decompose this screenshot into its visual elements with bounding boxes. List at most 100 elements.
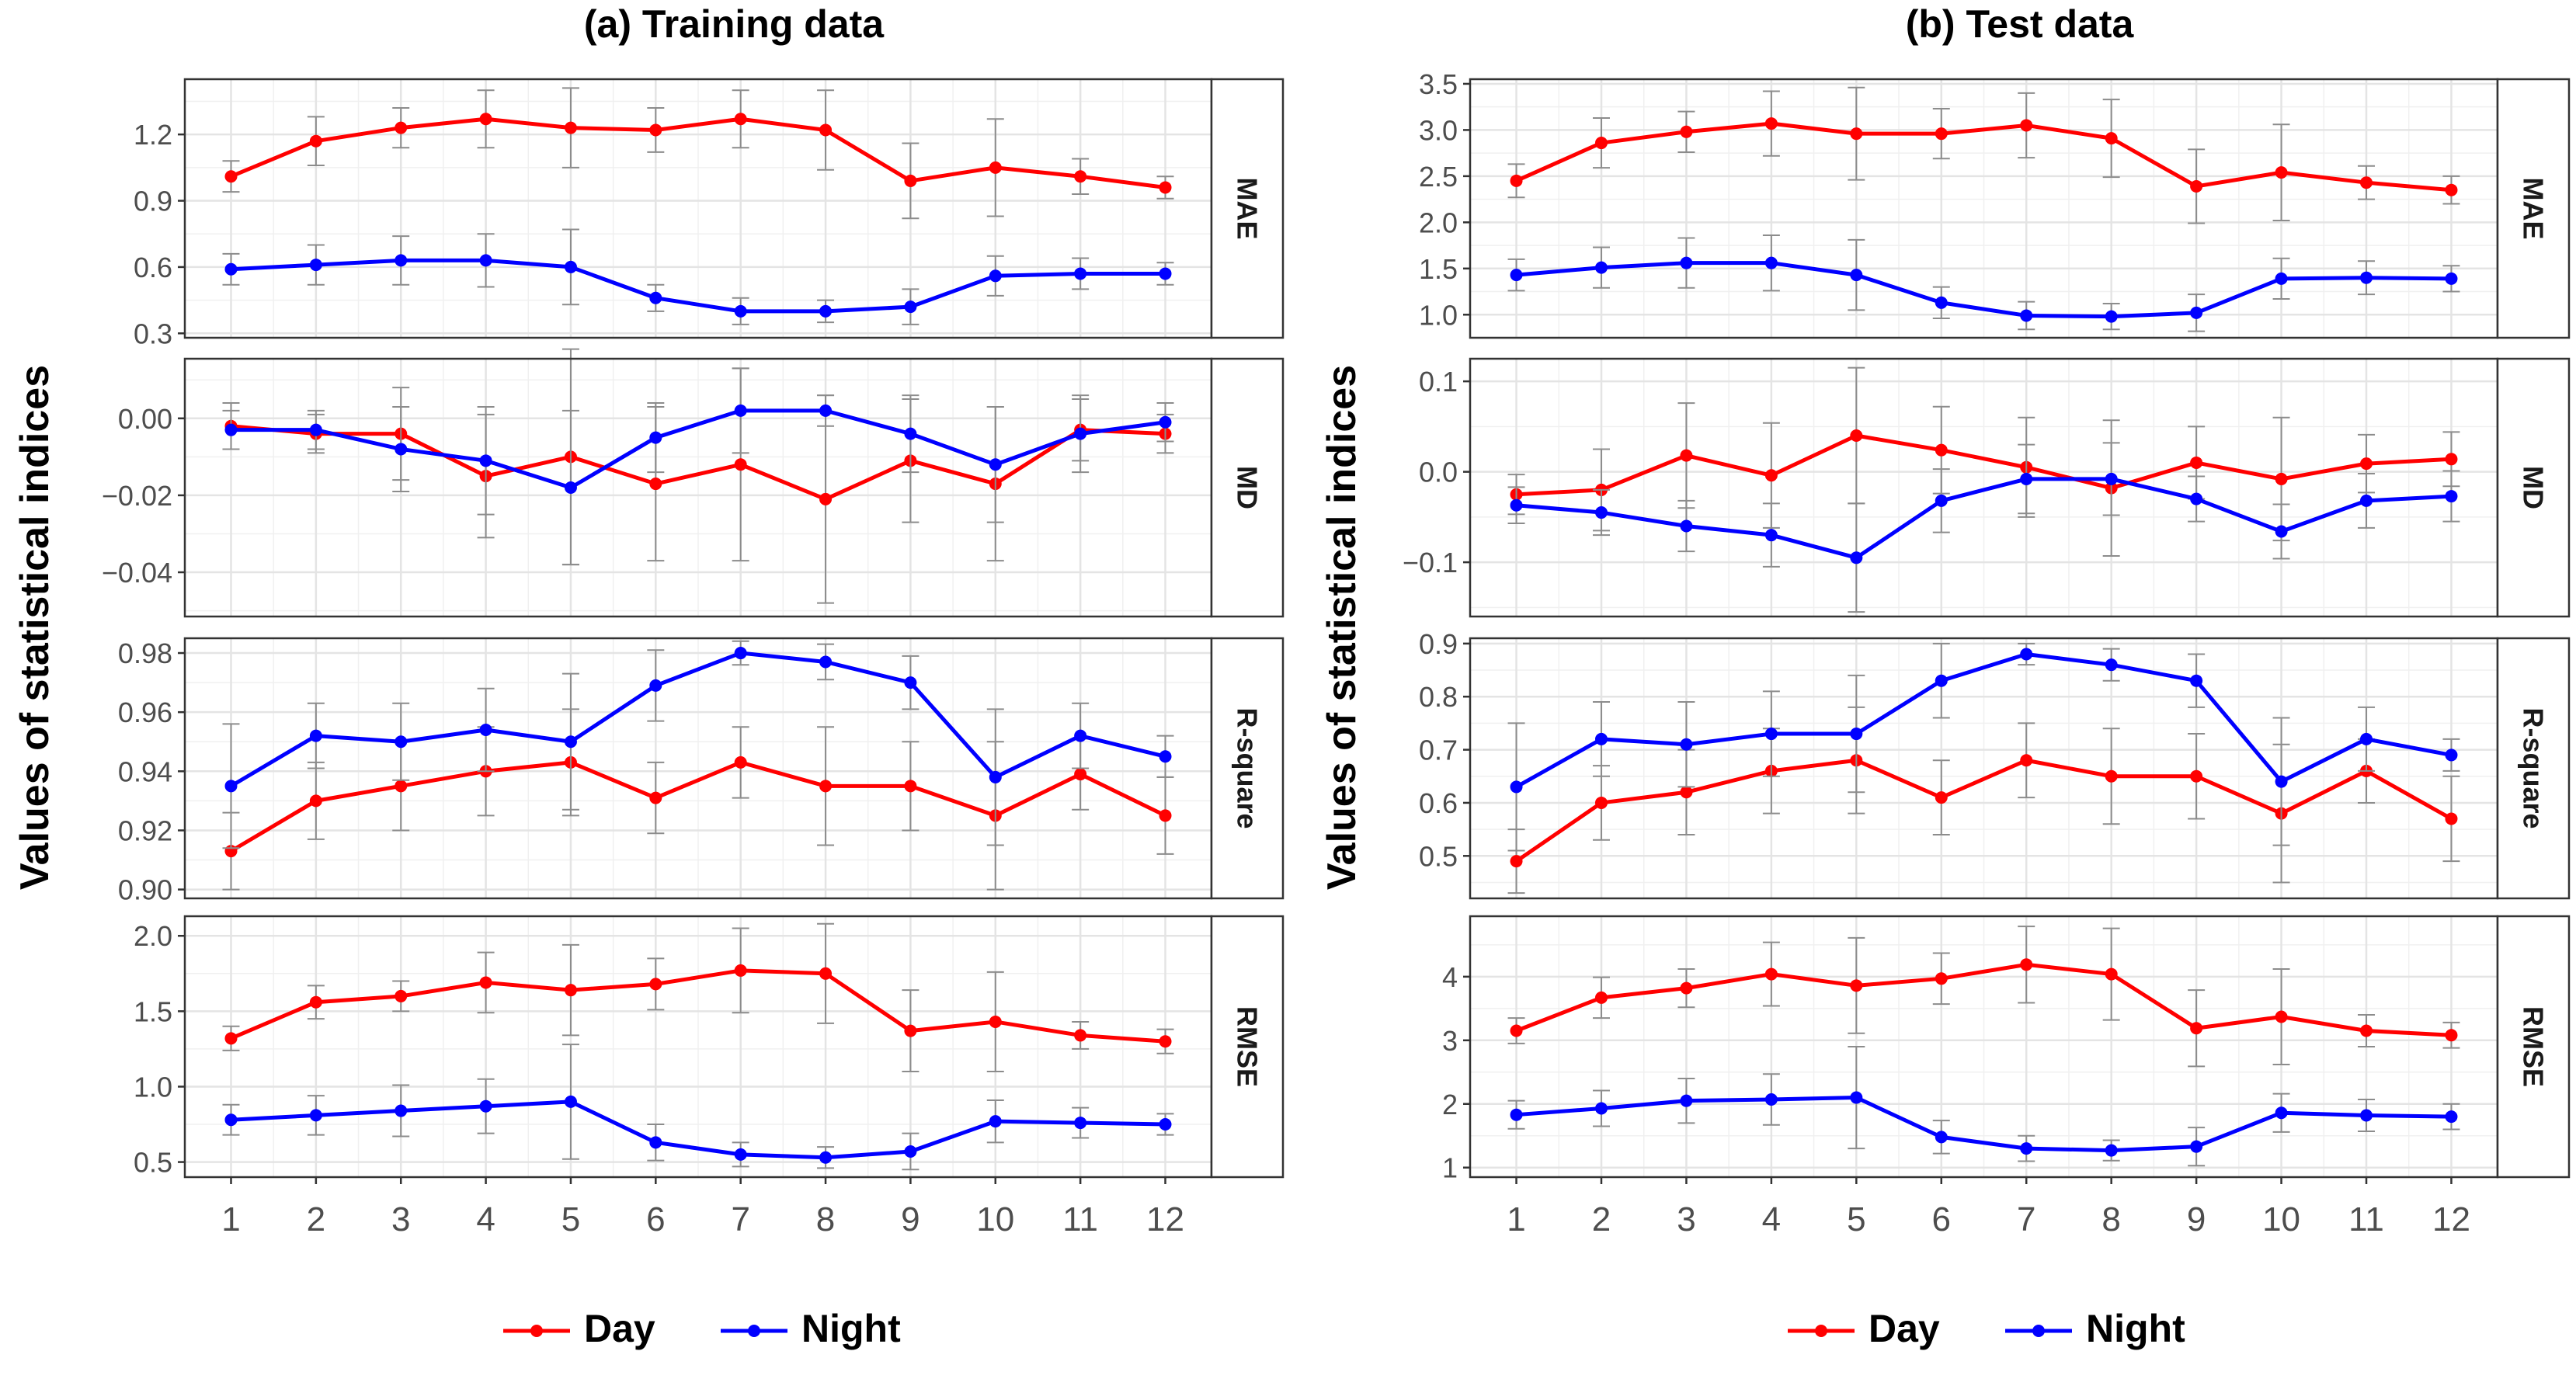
series-line — [231, 424, 1166, 502]
y-tick-label: 3.0 — [1419, 114, 1458, 146]
data-point — [224, 780, 238, 793]
series-line — [1515, 758, 2453, 863]
data-point — [819, 655, 833, 669]
x-tick-label: 1 — [221, 1200, 240, 1238]
data-point — [1159, 1118, 1172, 1131]
data-point — [734, 404, 747, 417]
data-point — [734, 458, 747, 471]
series-line — [230, 760, 1166, 853]
x-tick-label: 11 — [1062, 1200, 1098, 1238]
data-point — [564, 735, 577, 749]
data-point — [1594, 796, 1608, 809]
data-point — [1510, 1108, 1523, 1121]
data-point — [395, 443, 408, 456]
legend-label-night: Night — [801, 1307, 901, 1350]
series-night — [1507, 1046, 2460, 1167]
x-tick-label: 12 — [1146, 1200, 1184, 1238]
y-tick-label: −0.1 — [1403, 547, 1458, 578]
legend-label-night: Night — [2086, 1307, 2185, 1350]
x-tick-label: 9 — [901, 1200, 920, 1238]
data-point — [564, 984, 577, 997]
data-point — [2020, 648, 2033, 661]
y-tick-label: 1.2 — [134, 119, 172, 151]
facet-strip — [1210, 357, 1285, 618]
data-point — [1935, 127, 1948, 141]
y-tick-label: −0.04 — [102, 557, 172, 589]
legend-key-point — [748, 1325, 760, 1337]
y-tick-label: 0.5 — [134, 1147, 172, 1179]
data-point — [2360, 732, 2373, 745]
series-line — [230, 116, 1166, 189]
data-point — [2020, 309, 2033, 322]
data-point — [2275, 1106, 2288, 1120]
data-point — [989, 458, 1002, 471]
facet-label: MD — [2518, 466, 2550, 509]
data-point — [1935, 296, 1948, 309]
y-axis-label: Values of statistical indices — [12, 365, 57, 890]
data-point — [1680, 786, 1693, 799]
data-point — [2445, 490, 2458, 503]
data-point — [1510, 1024, 1523, 1037]
data-point — [1764, 967, 1778, 981]
series-line — [1515, 121, 2452, 193]
data-point — [989, 1115, 1002, 1128]
data-point — [1159, 181, 1172, 194]
data-point — [2105, 658, 2118, 672]
x-tick-label: 6 — [1932, 1200, 1951, 1238]
data-point — [1074, 1029, 1087, 1042]
data-point — [1680, 1094, 1693, 1107]
series-line — [231, 408, 1166, 490]
data-point — [649, 123, 662, 137]
data-point — [734, 755, 747, 769]
series-line — [1516, 1096, 2452, 1153]
chart-title: (a) Training data — [584, 2, 885, 46]
panel-md: 0.00 −0.02 −0.04 MD — [102, 348, 1285, 618]
data-point — [649, 1136, 662, 1149]
series-night — [222, 1044, 1174, 1171]
data-point — [734, 1148, 747, 1161]
data-point — [904, 174, 917, 187]
data-point — [649, 431, 662, 444]
data-point — [1510, 269, 1523, 282]
data-point — [2275, 272, 2288, 285]
data-point — [1159, 809, 1172, 822]
data-point — [2445, 272, 2458, 285]
chart-title: (b) Test data — [1906, 2, 2135, 46]
data-point — [2190, 179, 2203, 193]
data-point — [1594, 991, 1608, 1004]
data-point — [2105, 132, 2118, 145]
data-point — [1074, 170, 1087, 183]
data-point — [2445, 453, 2458, 466]
y-tick-label: 4 — [1442, 961, 1458, 993]
data-point — [2020, 1142, 2033, 1155]
x-tick-label: 7 — [2017, 1200, 2035, 1238]
series-night — [1507, 442, 2460, 613]
data-point — [309, 995, 322, 1009]
panel-rsquare: 0.5 0.6 0.7 0.8 0.9 R-square — [1419, 628, 2571, 900]
data-point — [1159, 750, 1172, 763]
data-point — [2360, 271, 2373, 284]
data-point — [2445, 749, 2458, 762]
y-tick-label: −0.02 — [102, 480, 172, 512]
data-point — [309, 794, 322, 808]
data-point — [1074, 1117, 1087, 1130]
data-point — [2105, 310, 2118, 323]
legend-key-point — [1815, 1325, 1827, 1337]
data-point — [819, 304, 833, 318]
y-tick-label: 0.9 — [134, 186, 172, 217]
data-point — [1594, 1102, 1608, 1115]
y-tick-label: 0.8 — [1419, 681, 1458, 713]
legend-training: Day Night — [503, 1307, 901, 1350]
data-point — [989, 770, 1002, 783]
x-tick-label: 2 — [1592, 1200, 1611, 1238]
data-point — [1764, 117, 1778, 130]
y-tick-label: 0.9 — [1419, 628, 1458, 660]
series-night — [1507, 234, 2460, 332]
y-tick-label: 1.5 — [1419, 253, 1458, 285]
facet-strip — [1210, 637, 1285, 900]
data-point — [1850, 1091, 1863, 1104]
data-point — [2020, 754, 2033, 767]
data-point — [2360, 1109, 2373, 1122]
data-point — [1764, 728, 1778, 741]
